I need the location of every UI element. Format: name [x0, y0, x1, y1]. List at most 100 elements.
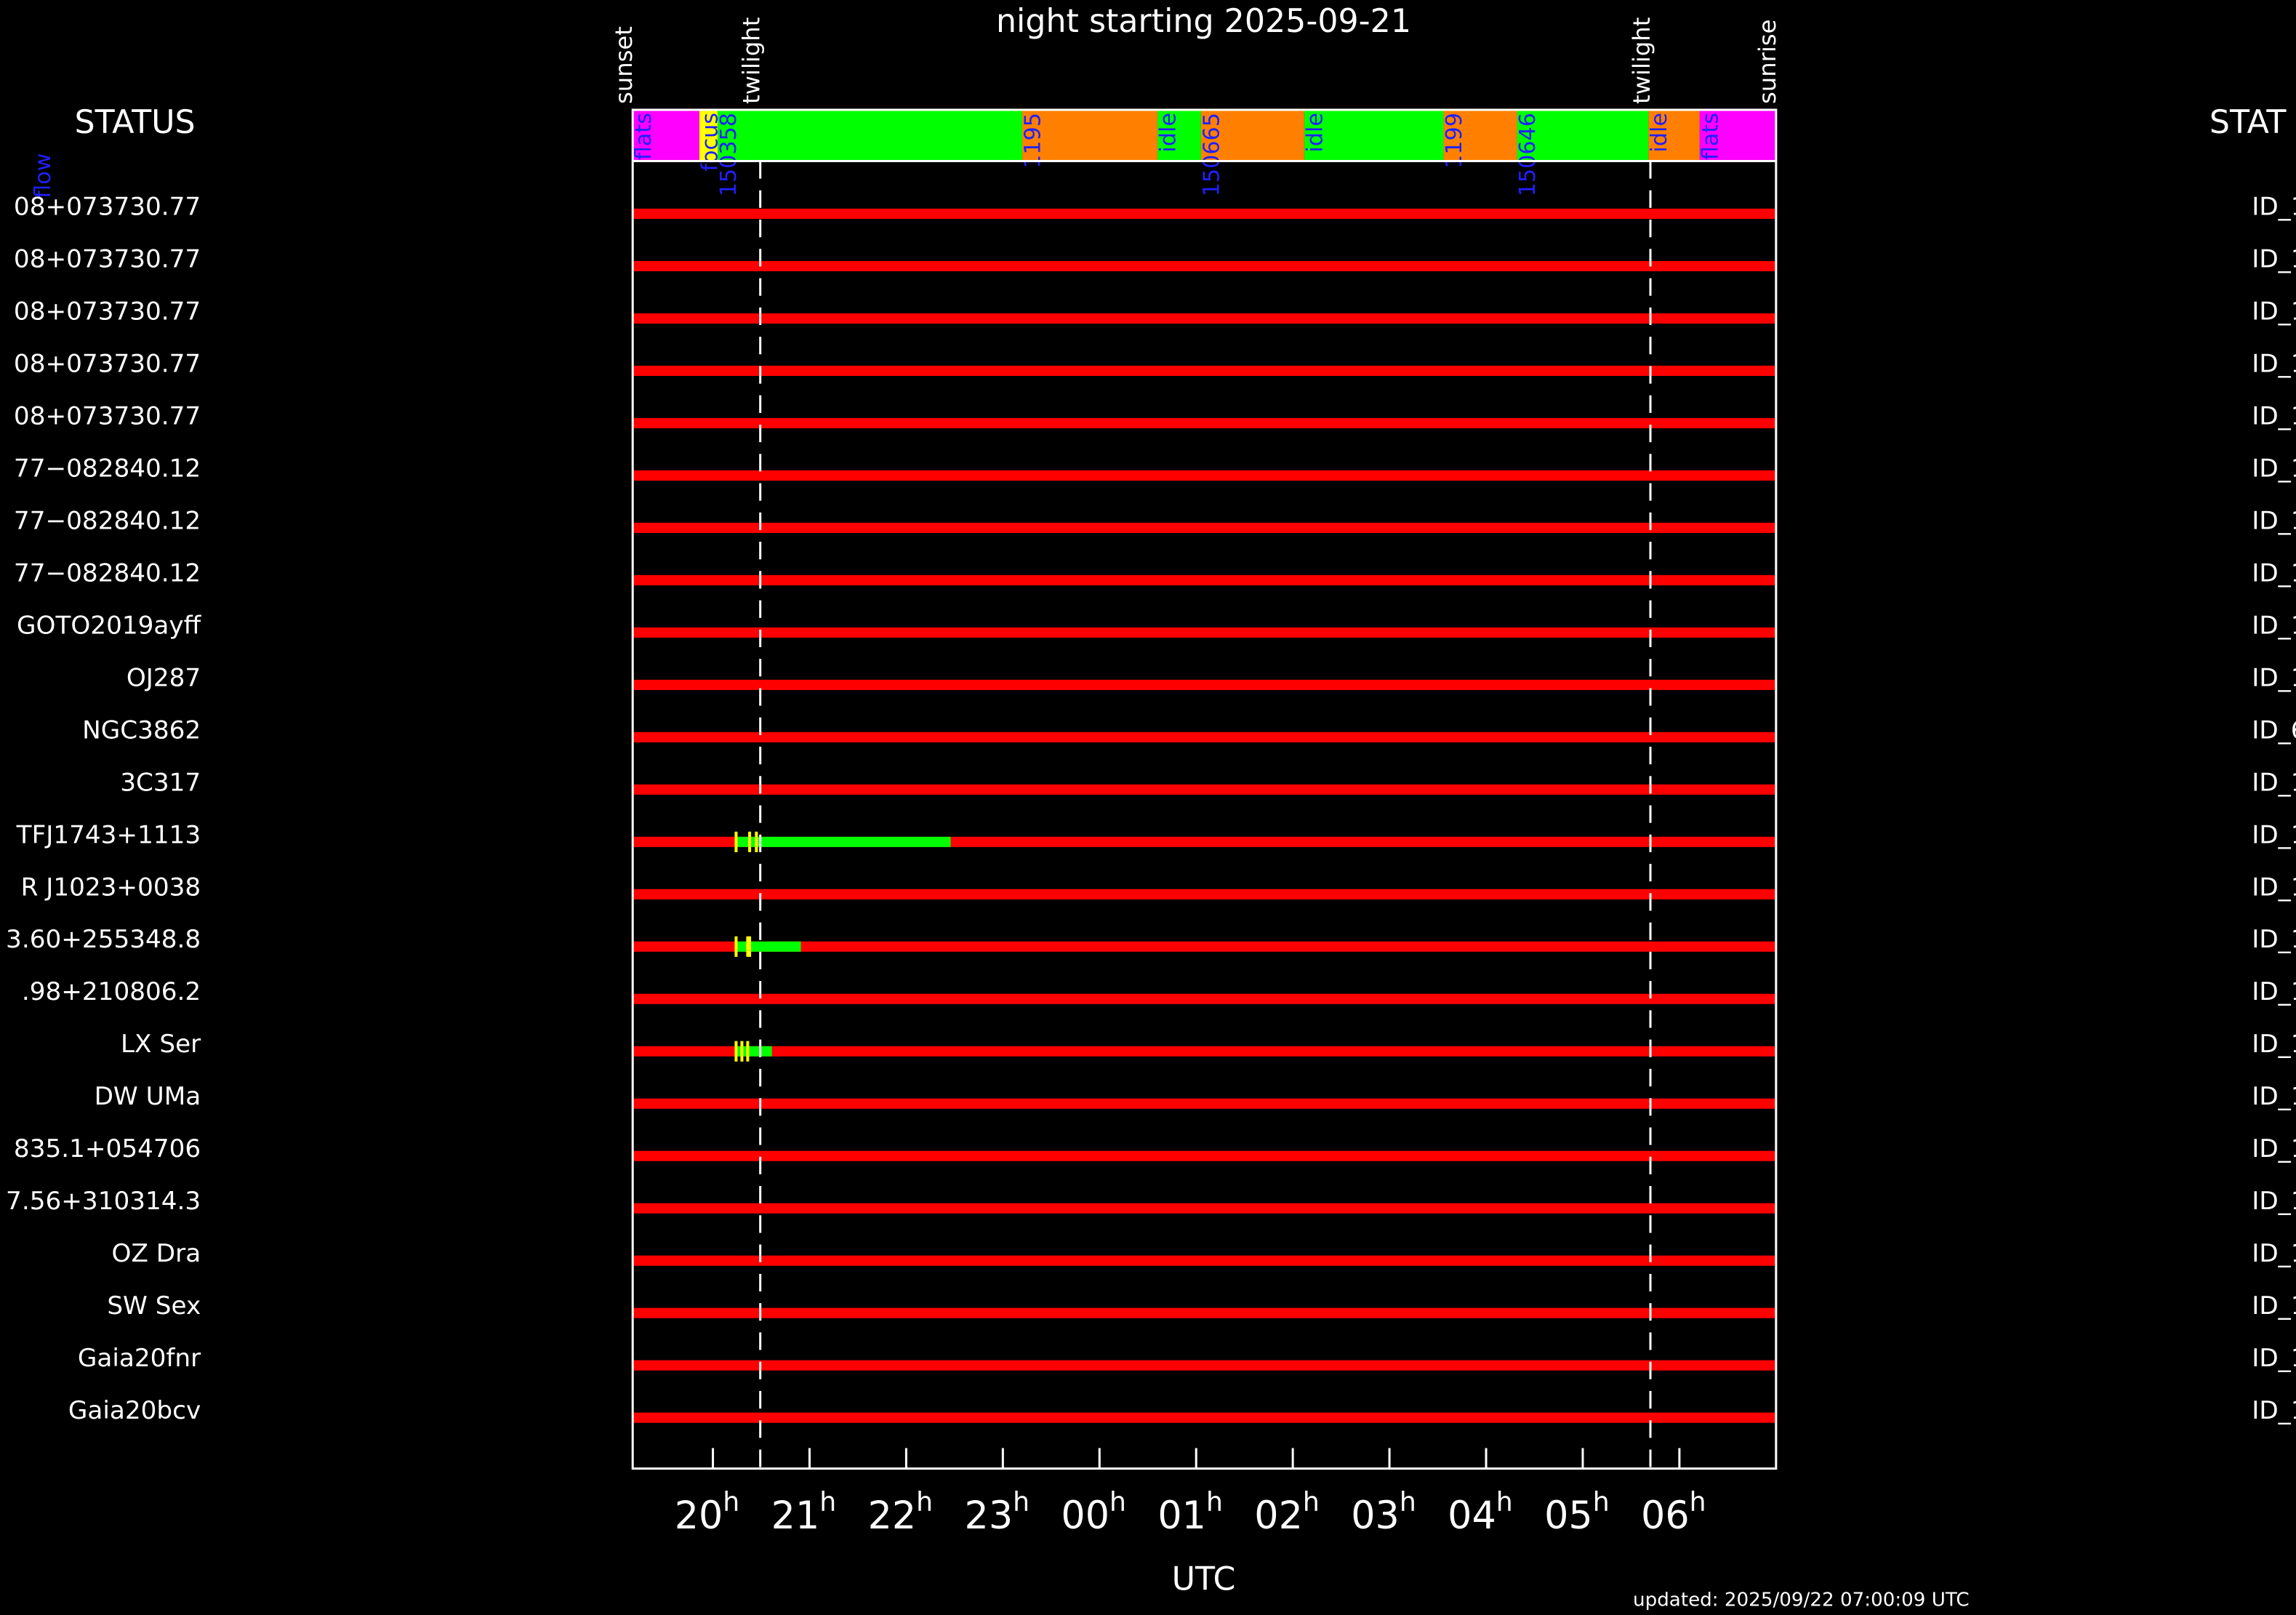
row-segment — [633, 627, 1776, 638]
status-segment — [699, 110, 718, 161]
row-segment — [633, 417, 1776, 428]
target-status: ID_150 — [2252, 454, 2296, 483]
status-label: 1195 — [1021, 113, 1046, 169]
target-status: ID_122 — [2252, 768, 2296, 797]
status-label: idle — [1303, 113, 1328, 153]
target-status: ID_150 — [2252, 558, 2296, 588]
status-segment — [1443, 110, 1517, 161]
plot-frame — [631, 108, 1778, 1470]
row-segment — [633, 1098, 1776, 1109]
row-segment — [633, 1046, 1776, 1057]
target-name: GOTO2019ayff — [17, 611, 202, 640]
target-name: TFJ1743+1113 — [16, 820, 201, 849]
target-status: ID_150 — [2252, 349, 2296, 378]
target-name: 08+073730.77 — [14, 192, 201, 221]
status-segment — [1304, 110, 1444, 161]
target-name: SW Sex — [107, 1291, 201, 1321]
status-segment — [1157, 110, 1201, 161]
target-name: 77−082840.12 — [14, 558, 201, 588]
row-segment — [633, 1360, 1776, 1371]
target-name: .98+210806.2 — [22, 977, 201, 1006]
side-note: flow — [31, 153, 56, 199]
row-segment — [633, 679, 1776, 690]
event-label: twilight — [1628, 17, 1655, 104]
target-status: ID_150 — [2252, 1344, 2296, 1373]
x-tick-label: 22h — [868, 1486, 934, 1538]
x-tick-label: 01h — [1157, 1486, 1223, 1538]
status-label: flats — [631, 113, 657, 160]
target-name: OJ287 — [127, 663, 201, 692]
target-name: LX Ser — [121, 1030, 201, 1059]
target-status: ID_150 — [2252, 1291, 2296, 1321]
row-segment — [633, 993, 1776, 1004]
row-segment — [633, 1255, 1776, 1266]
target-status: ID_150 — [2252, 925, 2296, 954]
event-label: twilight — [738, 17, 766, 104]
status-segment — [718, 110, 1022, 161]
target-name: OZ Dra — [112, 1239, 201, 1268]
target-status: ID_150 — [2252, 1396, 2296, 1425]
target-name: 77−082840.12 — [14, 506, 201, 535]
target-status: ID_150 — [2252, 1030, 2296, 1059]
target-status: ID_150 — [2252, 611, 2296, 640]
target-name: Gaia20fnr — [78, 1344, 201, 1373]
target-name: 77−082840.12 — [14, 454, 201, 483]
row-segment — [736, 941, 801, 952]
target-status: ID_150 — [2252, 297, 2296, 326]
chart-title: night starting 2025-09-21 — [996, 3, 1411, 40]
target-name: 08+073730.77 — [14, 401, 201, 430]
row-segment — [633, 313, 1776, 324]
status-segment — [1699, 110, 1776, 161]
row-segment — [633, 1203, 1776, 1214]
footer: updated: 2025/09/22 07:00:09 UTC — [1633, 1589, 1970, 1611]
target-status: ID_150 — [2252, 192, 2296, 221]
row-segment — [633, 889, 1776, 899]
status-label: 150665 — [1199, 113, 1224, 196]
target-name: NGC3862 — [82, 716, 201, 745]
left-header: STATUS — [75, 104, 196, 141]
target-status: ID_150 — [2252, 1134, 2296, 1163]
event-label: sunrise — [1754, 20, 1781, 104]
row-segment — [633, 208, 1776, 220]
target-status: ID_150 — [2252, 977, 2296, 1006]
status-segment — [1200, 110, 1305, 161]
row-segment — [633, 941, 1776, 952]
target-name: R J1023+0038 — [21, 873, 201, 902]
target-name: 08+073730.77 — [14, 297, 201, 326]
row-segment — [633, 365, 1776, 376]
x-tick-label: 23h — [965, 1486, 1030, 1538]
status-label: flats — [1698, 113, 1723, 160]
status-label: 150358 — [716, 113, 742, 196]
target-status: ID_150 — [2252, 820, 2296, 849]
target-name: 3C317 — [120, 768, 201, 797]
target-name: Gaia20bcv — [68, 1396, 201, 1425]
target-name: 7.56+310314.3 — [6, 1187, 201, 1216]
status-label: idle — [1156, 113, 1181, 153]
x-tick-label: 05h — [1544, 1486, 1610, 1538]
target-status: ID_150 — [2252, 1082, 2296, 1111]
x-tick-label: 00h — [1061, 1486, 1126, 1538]
target-status: ID_150 — [2252, 506, 2296, 535]
target-status: ID_605 — [2252, 716, 2296, 745]
status-label: 1199 — [1442, 113, 1467, 169]
row-segment — [633, 574, 1776, 585]
target-name: 08+073730.77 — [14, 244, 201, 273]
target-name: 08+073730.77 — [14, 349, 201, 378]
x-tick-label: 06h — [1641, 1486, 1706, 1538]
target-status: ID_150 — [2252, 401, 2296, 430]
event-label: sunset — [610, 26, 638, 104]
row-segment — [633, 1150, 1776, 1161]
x-tick-label: 02h — [1254, 1486, 1320, 1538]
target-status: ID_150 — [2252, 873, 2296, 902]
x-tick-label: 04h — [1448, 1486, 1513, 1538]
status-segment — [633, 110, 699, 161]
target-status: ID_150 — [2252, 1187, 2296, 1216]
x-tick-label: 20h — [675, 1486, 740, 1538]
row-segment — [633, 784, 1776, 795]
row-segment — [633, 732, 1776, 742]
row-segment — [633, 470, 1776, 481]
status-segment — [1021, 110, 1158, 161]
row-segment — [633, 1412, 1776, 1423]
